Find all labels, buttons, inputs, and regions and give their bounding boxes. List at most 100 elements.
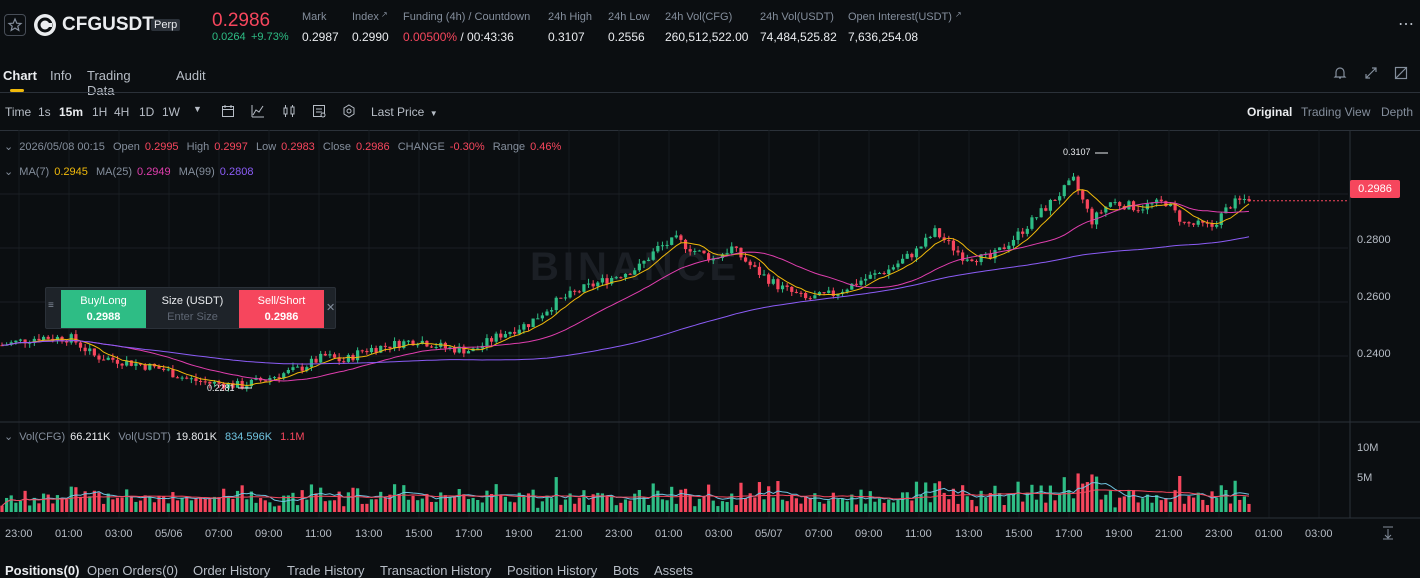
interval-15m[interactable]: 15m: [59, 105, 84, 119]
volume-bar: [582, 490, 586, 512]
external-link-icon[interactable]: ↗: [955, 10, 962, 19]
volume-bar: [868, 491, 872, 512]
candle-body: [157, 366, 161, 369]
chart-settings-icon[interactable]: [342, 104, 356, 121]
volume-bar: [716, 506, 720, 512]
volume-bar: [1016, 481, 1020, 512]
volume-bar: [55, 495, 60, 512]
candlestick-chart[interactable]: BINANCE: [0, 130, 1420, 520]
volume-bar: [383, 497, 387, 512]
tab-trading-data[interactable]: Trading Data: [87, 68, 131, 98]
candle-body: [1118, 202, 1122, 207]
volume-bar: [748, 493, 752, 512]
candle-body: [822, 292, 826, 294]
candle-body: [1168, 203, 1173, 207]
layout-grid-icon[interactable]: [1394, 66, 1408, 83]
volume-bar: [300, 490, 304, 512]
candle-body: [914, 248, 919, 258]
candle-body: [1081, 190, 1085, 200]
buy-long-button[interactable]: Buy/Long 0.2988: [61, 290, 146, 328]
tab-open-orders[interactable]: Open Orders(0): [87, 563, 179, 578]
tab-transaction-history[interactable]: Transaction History: [380, 563, 492, 578]
more-options-icon[interactable]: ⋯: [1398, 16, 1414, 33]
volume-bar: [905, 492, 909, 512]
time-label[interactable]: Time: [5, 105, 32, 119]
candle-body: [356, 350, 360, 361]
candle-body: [134, 363, 138, 366]
ma25-value: 0.2949: [137, 166, 171, 178]
volume-bar: [286, 495, 290, 512]
stat-index-label[interactable]: Index: [352, 11, 379, 23]
drag-handle-icon[interactable]: ≡: [48, 300, 54, 311]
candle-body: [97, 355, 101, 360]
view-tradingview[interactable]: Trading View: [1301, 105, 1371, 119]
tab-bots[interactable]: Bots: [613, 563, 640, 578]
time-axis-label: 09:00: [255, 528, 283, 540]
candle-body: [974, 261, 979, 263]
volume-bar: [937, 481, 942, 512]
indicators-icon[interactable]: [251, 104, 265, 121]
legend-chevron-icon[interactable]: ⌄: [4, 141, 14, 153]
candle-body: [92, 348, 96, 356]
candle-body: [642, 260, 646, 264]
candle-body: [522, 324, 526, 330]
volume-bar: [933, 483, 937, 512]
price-type-select[interactable]: Last Price ▼: [371, 105, 438, 119]
tab-assets[interactable]: Assets: [654, 563, 694, 578]
candle-style-icon[interactable]: [282, 104, 296, 121]
interval-dropdown-icon[interactable]: ▼: [193, 104, 202, 114]
price-axis-label: 0.2400: [1357, 348, 1391, 360]
tab-position-history[interactable]: Position History: [507, 563, 598, 578]
volume-bar: [822, 503, 826, 512]
expand-icon[interactable]: [1364, 66, 1378, 83]
candle-body: [993, 250, 997, 259]
candle-body: [1178, 210, 1182, 222]
volume-bar: [138, 500, 143, 512]
tab-chart[interactable]: Chart: [3, 68, 37, 83]
candle-body: [568, 290, 572, 298]
candle-body: [924, 237, 928, 247]
chart-area[interactable]: BINANCE ⌄ 2026/05/08 00:15 Open 0.2995 Hi…: [0, 130, 1420, 540]
interval-1h[interactable]: 1H: [92, 105, 108, 119]
interval-1s[interactable]: 1s: [38, 105, 51, 119]
stat-oi-label[interactable]: Open Interest(USDT): [848, 11, 952, 23]
candle-body: [314, 358, 318, 363]
stat-low-value: 0.2556: [608, 30, 645, 44]
candle-body: [864, 278, 868, 281]
calendar-icon[interactable]: [221, 104, 235, 121]
legend-chevron-icon[interactable]: ⌄: [4, 166, 14, 178]
tab-order-history[interactable]: Order History: [193, 563, 271, 578]
candle-body: [194, 378, 198, 381]
candle-body: [605, 278, 609, 284]
tab-audit[interactable]: Audit: [176, 68, 206, 83]
scroll-to-latest-icon[interactable]: [1382, 526, 1394, 543]
candle-body: [961, 252, 965, 261]
external-link-icon[interactable]: ↗: [381, 10, 388, 19]
candle-body: [175, 377, 180, 379]
bell-icon[interactable]: [1333, 66, 1347, 83]
favorite-star-icon[interactable]: [4, 14, 26, 36]
interval-4h[interactable]: 4H: [114, 105, 130, 119]
volume-bar: [1104, 494, 1108, 512]
sell-short-button[interactable]: Sell/Short 0.2986: [239, 290, 324, 328]
tab-positions[interactable]: Positions(0): [5, 563, 80, 578]
candle-body: [365, 350, 369, 353]
interval-1d[interactable]: 1D: [139, 105, 155, 119]
close-icon[interactable]: ✕: [326, 302, 336, 314]
interval-1w[interactable]: 1W: [162, 105, 180, 119]
settings-template-icon[interactable]: [312, 104, 326, 121]
symbol-title[interactable]: CFGUSDT: [62, 14, 154, 35]
tab-info[interactable]: Info: [50, 68, 72, 83]
volume-bar: [1071, 498, 1076, 512]
legend-chevron-icon[interactable]: ⌄: [4, 431, 14, 443]
view-depth[interactable]: Depth: [1381, 105, 1414, 119]
ma25-label: MA(25): [95, 166, 133, 178]
volume-bar: [586, 504, 591, 512]
size-input[interactable]: Size (USDT) Enter Size: [146, 290, 239, 328]
candle-body: [1201, 220, 1205, 223]
view-original[interactable]: Original: [1247, 105, 1293, 119]
volume-bar: [660, 499, 665, 512]
tab-trade-history[interactable]: Trade History: [287, 563, 365, 578]
volume-bar: [1187, 496, 1191, 512]
volume-bar: [850, 494, 854, 512]
